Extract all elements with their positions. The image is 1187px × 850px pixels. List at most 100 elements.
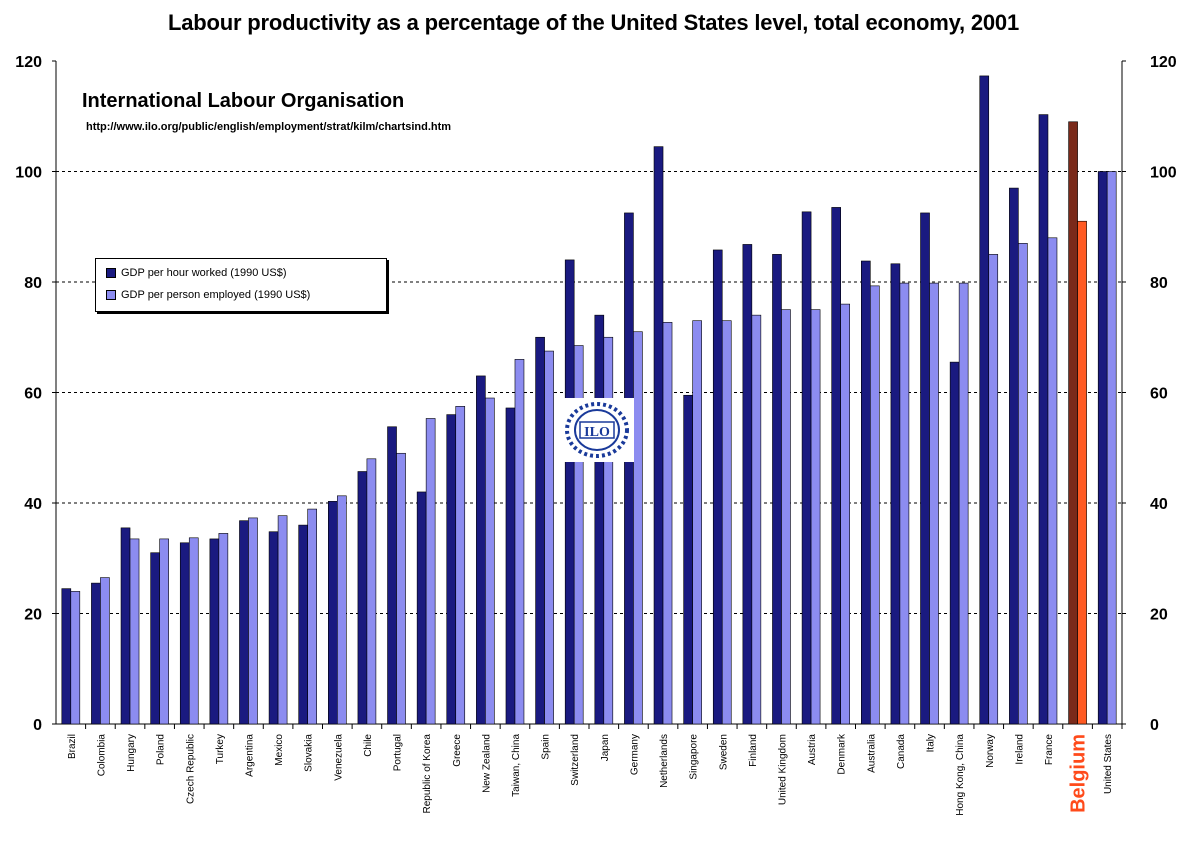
bar-gdp-per-person <box>781 309 791 725</box>
chart-legend: GDP per hour worked (1990 US$) GDP per p… <box>95 258 387 312</box>
bar-gdp-per-hour <box>979 75 990 725</box>
bar-gdp-per-hour <box>328 501 338 725</box>
bar-gdp-per-hour <box>120 527 131 725</box>
x-category-label: Canada <box>896 734 907 769</box>
x-category-label: Australia <box>866 734 877 773</box>
y-tick-label-left: 80 <box>24 275 42 292</box>
legend-entry-series1: GDP per hour worked (1990 US$) <box>106 267 287 279</box>
y-tick-label-right: 120 <box>1150 54 1177 71</box>
x-category-label: Austria <box>807 734 818 766</box>
bar-gdp-per-hour <box>298 524 308 725</box>
bar-gdp-per-hour <box>712 249 723 725</box>
bar-gdp-per-hour <box>446 414 457 725</box>
y-tick-label-right: 0 <box>1150 717 1159 734</box>
x-category-label: Czech Republic <box>185 734 196 804</box>
x-category-label: Sweden <box>718 734 729 770</box>
bar-gdp-per-hour <box>1097 171 1108 725</box>
bar-gdp-per-person <box>929 282 939 725</box>
legend-swatch-series1 <box>106 268 116 278</box>
x-category-label: Portugal <box>393 734 404 771</box>
x-category-label: Netherlands <box>659 734 670 788</box>
x-category-label: Poland <box>156 734 167 765</box>
bar-gdp-per-hour <box>91 582 101 725</box>
bar-gdp-per-person <box>840 303 850 725</box>
bar-gdp-per-person <box>633 331 643 725</box>
ilo-logo-text: ILO <box>584 425 610 440</box>
bar-gdp-per-person <box>159 538 169 725</box>
x-category-label: Belgium <box>1068 734 1090 813</box>
x-category-label: Italy <box>926 734 937 752</box>
bar-gdp-per-person <box>692 320 702 725</box>
y-tick-label-right: 100 <box>1150 165 1177 182</box>
bar-gdp-per-hour <box>150 552 160 725</box>
x-category-label: Switzerland <box>570 734 581 786</box>
y-tick-label-right: 60 <box>1150 386 1168 403</box>
x-category-label: Venezuela <box>333 734 344 781</box>
chart-title: Labour productivity as a percentage of t… <box>167 10 1019 35</box>
bar-gdp-per-hour <box>920 212 930 725</box>
ilo-emblem-icon: ILO <box>565 402 629 458</box>
bar-gdp-per-hour <box>476 375 486 725</box>
bar-gdp-per-hour <box>890 263 901 725</box>
bar-gdp-per-person <box>425 418 436 725</box>
y-tick-label-right: 80 <box>1150 275 1168 292</box>
ilo-logo: ILO <box>560 398 634 462</box>
bar-gdp-per-hour <box>268 531 279 725</box>
bar-gdp-per-hour <box>831 207 841 725</box>
x-category-label: Argentina <box>244 734 255 777</box>
legend-entry-series2: GDP per person employed (1990 US$) <box>106 289 310 301</box>
legend-label-series1: GDP per hour worked (1990 US$) <box>121 267 287 279</box>
bar-gdp-per-person <box>188 537 199 725</box>
organization-url: http://www.ilo.org/public/english/employ… <box>86 121 452 133</box>
x-category-label: Chile <box>363 734 374 757</box>
bar-gdp-per-person <box>455 406 466 725</box>
bar-gdp-per-person <box>248 517 258 725</box>
bar-gdp-per-hour <box>1068 121 1078 725</box>
x-category-label: Greece <box>452 734 463 767</box>
x-category-label: Hong Kong, China <box>955 734 966 816</box>
bar-gdp-per-hour <box>861 260 871 725</box>
bar-gdp-per-person <box>899 282 910 725</box>
bar-gdp-per-person <box>721 320 732 725</box>
bar-gdp-per-person <box>1018 243 1028 725</box>
y-tick-label-left: 20 <box>24 607 42 624</box>
bar-gdp-per-hour <box>624 212 634 725</box>
bar-gdp-per-hour <box>535 336 545 725</box>
bar-gdp-per-hour <box>949 361 960 725</box>
bar-gdp-per-hour <box>683 394 693 725</box>
bar-gdp-per-person <box>810 309 821 725</box>
bar-gdp-per-hour <box>594 314 605 725</box>
bar-gdp-per-person <box>573 345 584 725</box>
bar-gdp-per-person <box>337 495 347 725</box>
x-category-label: United States <box>1103 734 1114 794</box>
x-category-label: United Kingdom <box>777 734 788 805</box>
x-category-label: Singapore <box>689 734 700 780</box>
x-category-label: Mexico <box>274 734 285 766</box>
bar-gdp-per-hour <box>653 146 664 725</box>
bar-gdp-per-person <box>218 533 229 725</box>
y-tick-label-left: 100 <box>15 165 42 182</box>
bar-gdp-per-person <box>485 397 495 725</box>
bar-gdp-per-person <box>662 322 673 725</box>
bar-gdp-per-person <box>307 508 317 725</box>
bar-gdp-per-hour <box>1038 114 1049 725</box>
bar-gdp-per-person <box>751 314 762 725</box>
x-category-label: Republic of Korea <box>422 734 433 814</box>
bar-gdp-per-hour <box>179 542 190 725</box>
bar-gdp-per-person <box>396 452 406 725</box>
bar-gdp-per-person <box>1077 220 1087 725</box>
y-tick-label-left: 120 <box>15 54 42 71</box>
bar-gdp-per-hour <box>505 407 516 725</box>
x-category-label: Hungary <box>126 734 137 772</box>
bar-gdp-per-hour <box>564 259 575 725</box>
bar-gdp-per-person <box>1106 171 1117 725</box>
x-category-label: Spain <box>541 734 552 760</box>
x-category-label: Finland <box>748 734 759 767</box>
y-tick-label-right: 40 <box>1150 496 1168 513</box>
x-category-label: Germany <box>629 734 640 775</box>
bar-gdp-per-person <box>988 254 999 725</box>
y-tick-label-left: 60 <box>24 386 42 403</box>
bar-gdp-per-hour <box>209 538 220 725</box>
y-tick-label-left: 0 <box>33 717 42 734</box>
bar-gdp-per-person <box>514 359 525 725</box>
